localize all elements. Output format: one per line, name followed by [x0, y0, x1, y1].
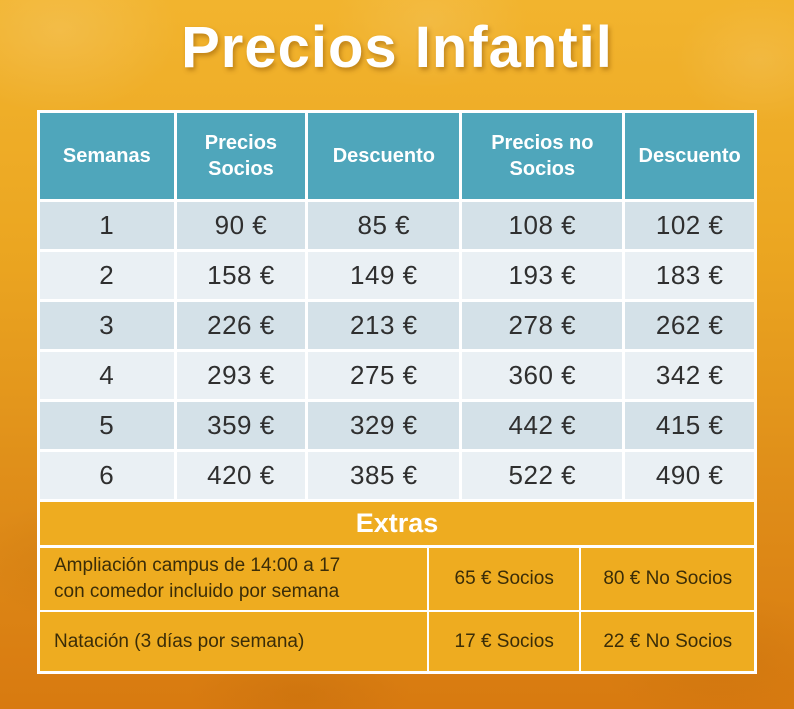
extra-item-label: Ampliación campus de 14:00 a 17 con come… — [40, 548, 427, 610]
column-header-descuento-socios: Descuento — [308, 113, 460, 199]
column-header-semanas: Semanas — [40, 113, 174, 199]
table-cell-price: 359 € — [176, 402, 306, 449]
extra-item-price-socios: 65 € Socios — [428, 548, 580, 610]
table-cell-price: 90 € — [176, 202, 306, 249]
extras-table: Ampliación campus de 14:00 a 17 con come… — [40, 548, 754, 671]
table-cell-week: 4 — [40, 352, 174, 399]
table-cell-week: 1 — [40, 202, 174, 249]
table-cell-week: 2 — [40, 252, 174, 299]
table-cell-price: 342 € — [625, 352, 754, 399]
table-cell-price: 278 € — [462, 302, 623, 349]
extras-section-header: Extras — [40, 502, 754, 545]
column-header-precios-no-socios: Precios no Socios — [462, 113, 623, 199]
extra-item-price-socios: 17 € Socios — [428, 612, 580, 671]
table-cell-price: 102 € — [625, 202, 754, 249]
table-cell-week: 5 — [40, 402, 174, 449]
page-title: Precios Infantil — [181, 15, 613, 80]
table-cell-price: 415 € — [625, 402, 754, 449]
table-cell-price: 275 € — [308, 352, 460, 399]
extra-item-label: Natación (3 días por semana) — [40, 612, 427, 671]
table-cell-price: 108 € — [462, 202, 623, 249]
table-cell-price: 193 € — [462, 252, 623, 299]
table-cell-price: 329 € — [308, 402, 460, 449]
table-cell-price: 226 € — [176, 302, 306, 349]
table-cell-price: 490 € — [625, 452, 754, 499]
table-cell-week: 6 — [40, 452, 174, 499]
table-cell-price: 262 € — [625, 302, 754, 349]
price-table-card: Semanas Precios Socios Descuento Precios… — [37, 110, 757, 674]
table-cell-price: 149 € — [308, 252, 460, 299]
table-cell-price: 85 € — [308, 202, 460, 249]
price-table: Semanas Precios Socios Descuento Precios… — [40, 113, 754, 499]
table-cell-price: 293 € — [176, 352, 306, 399]
table-cell-price: 385 € — [308, 452, 460, 499]
extra-item-label-text: Natación (3 días por semana) — [54, 630, 305, 652]
column-header-precios-socios: Precios Socios — [176, 113, 306, 199]
table-cell-price: 360 € — [462, 352, 623, 399]
table-cell-price: 183 € — [625, 252, 754, 299]
extra-item-price-no-socios: 22 € No Socios — [581, 612, 754, 671]
table-cell-week: 3 — [40, 302, 174, 349]
table-cell-price: 420 € — [176, 452, 306, 499]
column-header-descuento-no-socios: Descuento — [625, 113, 754, 199]
table-cell-price: 213 € — [308, 302, 460, 349]
table-cell-price: 158 € — [176, 252, 306, 299]
extra-item-price-no-socios: 80 € No Socios — [581, 548, 754, 610]
extra-item-label-text: Ampliación campus de 14:00 a 17 con come… — [54, 555, 341, 602]
table-cell-price: 442 € — [462, 402, 623, 449]
table-cell-price: 522 € — [462, 452, 623, 499]
